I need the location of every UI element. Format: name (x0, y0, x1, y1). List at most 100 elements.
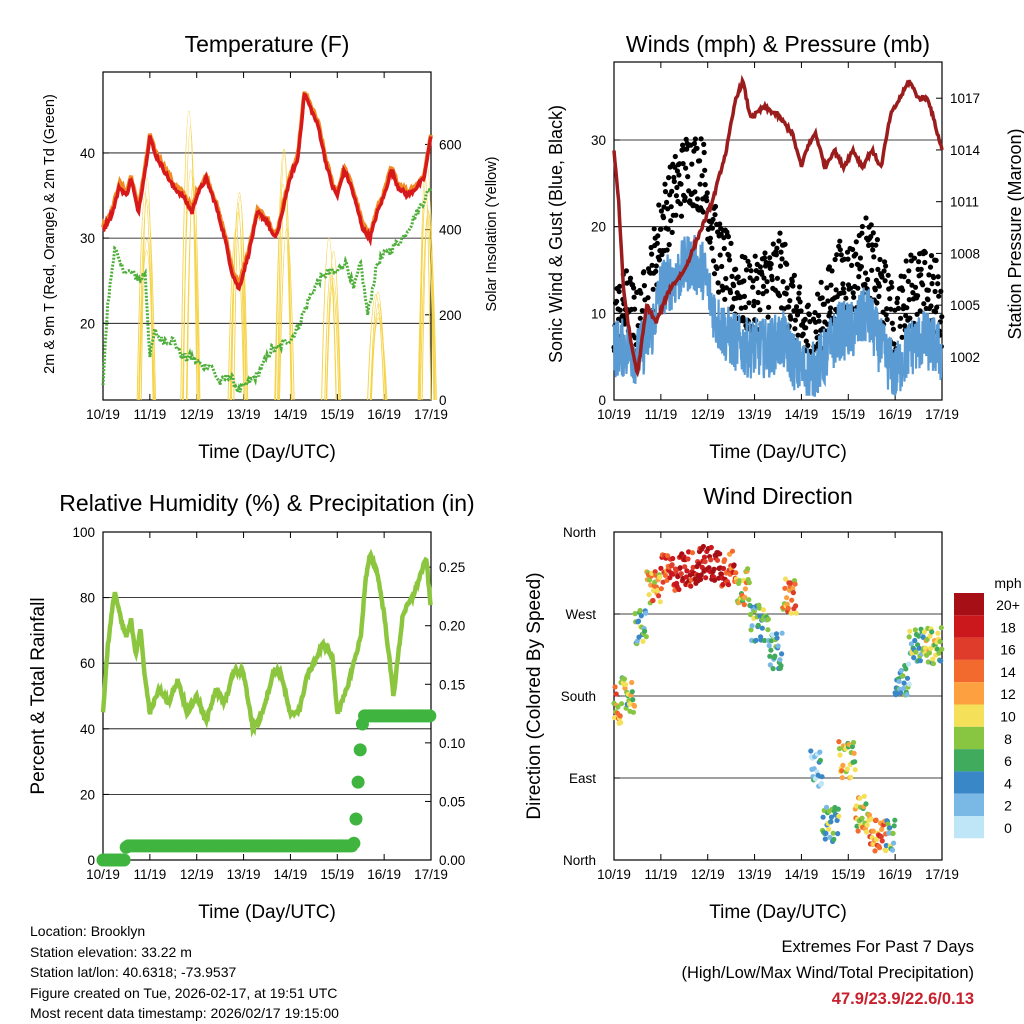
wind-direction-point (686, 549, 692, 555)
y-tick-label: 20 (80, 787, 95, 802)
y-tick-label: 0 (598, 393, 606, 408)
gust-point (664, 199, 670, 205)
solar-insolation-line (229, 212, 247, 401)
gust-point (662, 181, 668, 187)
gust-point (780, 279, 786, 285)
colorbar-label: 20+ (996, 597, 1020, 613)
gust-point (707, 235, 714, 241)
x-tick-label: 16/19 (367, 867, 401, 882)
gust-point (868, 234, 874, 240)
wind-direction-point (857, 795, 863, 801)
wind-direction-point (629, 689, 635, 695)
x-tick-label: 14/19 (274, 407, 308, 422)
gust-point (905, 278, 911, 284)
wind-direction-point (775, 643, 781, 649)
wind-direction-point (742, 586, 749, 592)
gust-point (754, 275, 760, 281)
extremes-subtitle: (High/Low/Max Wind/Total Precipitation) (681, 964, 974, 982)
gust-point (833, 287, 839, 293)
x-tick-label: 16/19 (878, 407, 912, 422)
station-location: Location: Brooklyn (30, 923, 146, 939)
gust-point (837, 238, 843, 244)
figure-created: Figure created on Tue, 2026-02-17, at 19… (30, 984, 338, 1001)
solar-insolation-line (180, 110, 198, 401)
wind-direction-point (929, 629, 935, 635)
gust-point (932, 288, 938, 295)
x-tick-label: 14/19 (274, 867, 308, 882)
gust-point (805, 342, 811, 348)
gust-point (725, 234, 732, 240)
wind-direction-point (938, 625, 944, 631)
gust-point (853, 239, 859, 245)
gust-point (857, 255, 864, 261)
wind-direction-point (638, 613, 644, 619)
solar-insolation-line (230, 192, 249, 401)
gust-point (776, 293, 783, 299)
x-tick-label: 17/19 (414, 867, 448, 882)
x-tick-label: 16/19 (367, 407, 401, 422)
x-tick-label: 11/19 (133, 867, 166, 882)
gust-point (793, 304, 800, 310)
gust-point (925, 297, 931, 303)
wind-direction-point (822, 836, 828, 842)
gust-point (752, 253, 758, 259)
gust-point (802, 316, 808, 322)
gust-point (915, 293, 921, 299)
wind-direction-point (768, 638, 775, 644)
wind-direction-point (901, 685, 907, 692)
gust-point (776, 238, 782, 244)
gust-point (683, 165, 689, 171)
gust-point (774, 275, 781, 281)
wind-direction-point (779, 630, 785, 636)
x-tick-label: 16/19 (878, 867, 912, 882)
gust-point (721, 245, 727, 252)
wind-direction-point (906, 681, 912, 687)
wind-direction-point (632, 611, 638, 617)
station-elevation: Station elevation: 33.22 m (30, 943, 192, 960)
gust-point (714, 265, 720, 271)
gust-point (862, 281, 868, 287)
gust-point (639, 308, 645, 314)
gust-point (903, 313, 909, 319)
gust-point (926, 272, 932, 278)
winds-x-label: Time (Day/UTC) (709, 442, 847, 463)
wind-direction-point (768, 647, 774, 653)
wind-direction-point (900, 673, 906, 679)
y2-tick-label: 0.05 (439, 794, 465, 809)
gust-point (855, 285, 861, 291)
wind-direction-point (906, 661, 912, 667)
wind-direction-point (936, 650, 942, 656)
wind-direction-point (793, 610, 799, 616)
gust-point (743, 267, 750, 273)
wind-direction-point (634, 638, 640, 644)
wind-direction-point (830, 830, 836, 836)
wind-direction-point (848, 774, 854, 780)
gust-point (796, 290, 802, 296)
wind-direction-point (849, 744, 856, 750)
y-tick-label: South (561, 689, 596, 704)
wind-direction-point (665, 553, 671, 559)
wind-direction-point (777, 657, 783, 663)
gust-point (816, 313, 822, 319)
gust-point (735, 274, 741, 280)
gust-point (709, 225, 716, 231)
wind-direction-point (823, 830, 829, 836)
gust-point (704, 190, 710, 196)
gust-point (726, 252, 732, 258)
wind-direction-point (711, 566, 717, 572)
wind-direction-point (774, 635, 780, 641)
gust-point (933, 309, 939, 315)
wind-direction-point (678, 571, 684, 577)
colorbar-label: 14 (1000, 664, 1016, 680)
wind-direction-point (742, 594, 748, 600)
colorbar-label: 12 (1000, 686, 1016, 702)
wind-direction-point (916, 633, 922, 639)
colorbar-title: mph (994, 575, 1021, 591)
y-tick-label: East (569, 771, 596, 786)
wind-direction-point (911, 655, 917, 661)
gust-point (768, 261, 774, 267)
temperature-title: Temperature (F) (185, 31, 350, 57)
gust-point (755, 299, 761, 306)
wind-direction-point (749, 623, 755, 629)
gust-point (765, 314, 771, 320)
